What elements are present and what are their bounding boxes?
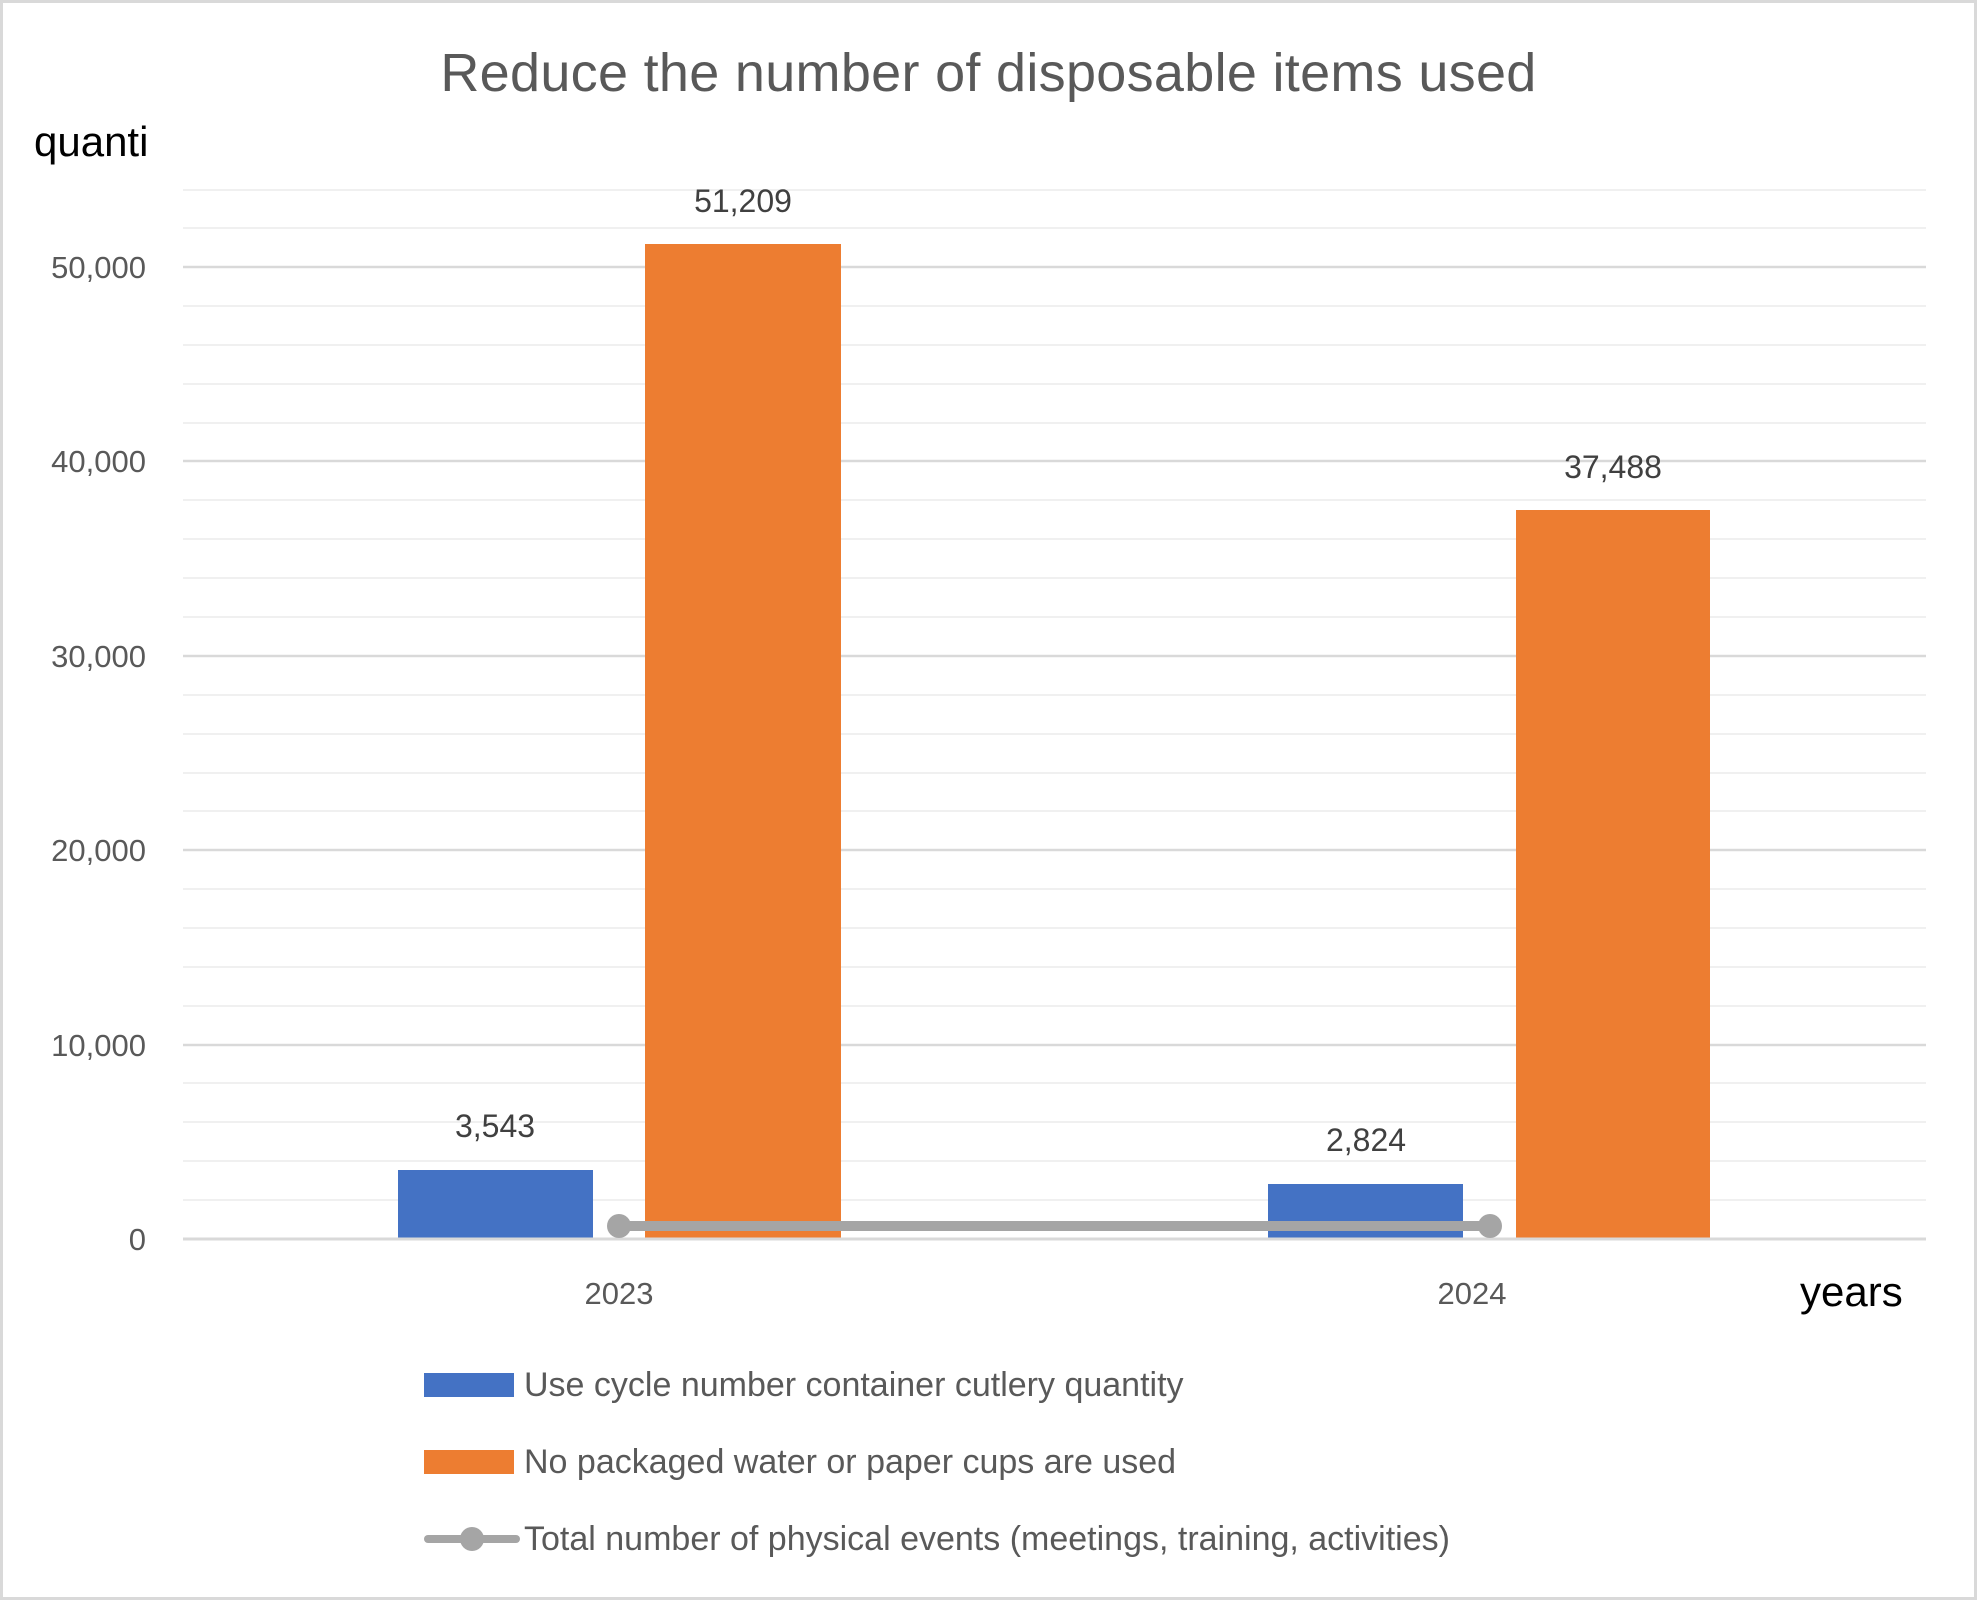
orange-square-icon — [424, 1450, 514, 1474]
line-series-physical-events[interactable] — [607, 1214, 1502, 1238]
legend-label: Use cycle number container cutlery quant… — [524, 1365, 1184, 1404]
chart-title: Reduce the number of disposable items us… — [440, 43, 1537, 103]
x-axis-label: years — [1800, 1268, 1903, 1315]
y-tick: 10,000 — [51, 1028, 146, 1063]
bar-orange-2024[interactable] — [1516, 510, 1710, 1239]
line-marker-icon — [424, 1524, 520, 1554]
y-tick: 20,000 — [51, 833, 146, 868]
legend-item-physical-events[interactable]: Total number of physical events (meeting… — [424, 1514, 1450, 1564]
legend-label: No packaged water or paper cups are used — [524, 1442, 1177, 1481]
bar-orange-2023[interactable] — [645, 244, 841, 1239]
blue-square-icon — [424, 1373, 514, 1397]
legend-item-cutlery[interactable]: Use cycle number container cutlery quant… — [424, 1360, 1184, 1410]
line-marker-2023[interactable] — [607, 1214, 631, 1238]
data-label-orange-2023: 51,209 — [694, 183, 792, 219]
bar-blue-2023[interactable] — [398, 1170, 593, 1239]
data-label-blue-2024: 2,824 — [1326, 1122, 1406, 1158]
y-tick: 0 — [129, 1222, 146, 1257]
y-axis-ticks: 50,000 40,000 30,000 20,000 10,000 0 — [51, 250, 146, 1257]
data-label-orange-2024: 37,488 — [1564, 449, 1662, 485]
legend-item-paper-cups[interactable]: No packaged water or paper cups are used — [424, 1437, 1176, 1487]
legend-label: Total number of physical events (meeting… — [524, 1519, 1450, 1558]
y-tick: 50,000 — [51, 250, 146, 285]
x-tick-2023: 2023 — [585, 1276, 654, 1311]
x-tick-2024: 2024 — [1438, 1276, 1507, 1311]
data-label-blue-2023: 3,543 — [455, 1108, 535, 1144]
y-tick: 40,000 — [51, 444, 146, 479]
y-axis-label: quanti — [34, 118, 149, 165]
line-marker-2024[interactable] — [1478, 1214, 1502, 1238]
y-tick: 30,000 — [51, 639, 146, 674]
